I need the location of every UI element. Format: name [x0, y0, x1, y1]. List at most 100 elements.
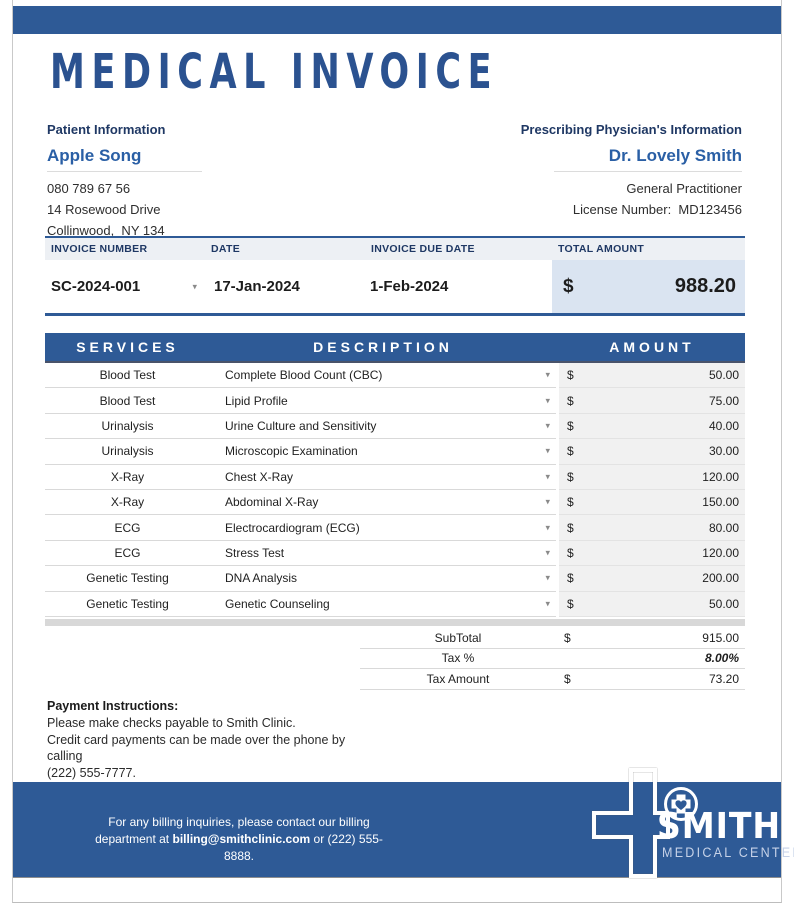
patient-address-line1: 14 Rosewood Drive	[47, 202, 161, 217]
amount-currency: $	[567, 596, 574, 611]
description-cell: Genetic Counseling ▾	[210, 592, 556, 617]
invoice-date-value: 17-Jan-2024	[214, 278, 300, 295]
smith-medical-center-logo: SMITH MEDICAL CENTER	[591, 768, 794, 878]
description-cell: Urine Culture and Sensitivity ▾	[210, 414, 556, 440]
amount-value: 75.00	[708, 393, 739, 408]
total-currency-symbol: $	[563, 275, 574, 297]
dropdown-caret-icon[interactable]: ▾	[545, 572, 550, 583]
table-row: X-Ray Abdominal X-Ray ▾ $ 150.00	[45, 489, 745, 516]
footer-line2-prefix: department at	[95, 832, 173, 846]
amount-cell: $ 150.00	[559, 489, 745, 516]
totals-section: SubTotal $ 915.00 Tax % 8.00% Tax Amount…	[360, 628, 745, 690]
table-row: ECG Stress Test ▾ $ 120.00	[45, 540, 745, 567]
amount-currency: $	[567, 545, 574, 560]
tax-percent-value: 8.00%	[704, 651, 739, 666]
service-cell: ECG	[45, 515, 210, 541]
dropdown-caret-icon[interactable]: ▾	[545, 420, 550, 431]
amount-cell: $ 30.00	[559, 439, 745, 465]
description-text: Microscopic Examination	[225, 444, 358, 459]
total-amount-cell: $ 988.20	[552, 260, 745, 313]
top-accent-bar	[13, 6, 781, 34]
tax-amount-currency: $	[564, 672, 571, 687]
invoice-meta-section: INVOICE NUMBER DATE INVOICE DUE DATE TOT…	[45, 236, 745, 316]
amount-cell: $ 200.00	[559, 566, 745, 592]
services-column-header: SERVICES	[45, 333, 210, 361]
amount-currency: $	[567, 444, 574, 459]
tax-percent-amount: 8.00%	[556, 649, 745, 669]
description-cell: Chest X-Ray ▾	[210, 465, 556, 490]
payment-instructions-heading: Payment Instructions:	[47, 699, 179, 713]
tax-percent-label: Tax %	[441, 651, 475, 666]
invoice-due-date-value: 1-Feb-2024	[370, 278, 449, 295]
invoice-meta-values-row: SC-2024-001 ▾ 17-Jan-2024 1-Feb-2024 $ 9…	[45, 260, 745, 313]
footer-contact-text: For any billing inquiries, please contac…	[83, 814, 395, 865]
dropdown-caret-icon[interactable]: ▾	[545, 395, 550, 406]
dropdown-caret-icon[interactable]: ▾	[545, 522, 550, 533]
footer-contact-line2: department at billing@smithclinic.com or…	[83, 831, 395, 865]
patient-section-label: Patient Information	[47, 122, 166, 137]
amount-value: 40.00	[708, 418, 739, 433]
page-title: MEDICAL INVOICE	[50, 44, 499, 100]
amount-value: 50.00	[708, 596, 739, 611]
description-text: Lipid Profile	[225, 393, 288, 408]
dropdown-caret-icon[interactable]: ▾	[545, 471, 550, 482]
table-row: X-Ray Chest X-Ray ▾ $ 120.00	[45, 464, 745, 490]
tax-amount-amount: $ 73.20	[556, 669, 745, 689]
service-cell: Blood Test	[45, 388, 210, 414]
service-cell: Urinalysis	[45, 414, 210, 440]
amount-value: 30.00	[708, 444, 739, 459]
amount-currency: $	[567, 571, 574, 586]
invoice-date-cell: 17-Jan-2024	[205, 260, 365, 313]
dropdown-caret-icon[interactable]: ▾	[545, 598, 550, 609]
subtotal-label: SubTotal	[434, 630, 482, 645]
description-text: Genetic Counseling	[225, 596, 330, 611]
services-table: SERVICES DESCRIPTION AMOUNT Blood Test C…	[45, 333, 745, 690]
tax-amount-value: 73.20	[708, 672, 739, 687]
table-row: Genetic Testing Genetic Counseling ▾ $ 5…	[45, 591, 745, 617]
amount-column-header: AMOUNT	[559, 333, 745, 361]
invoice-due-date-label: INVOICE DUE DATE	[371, 243, 475, 255]
payment-instructions-line2: Credit card payments can be made over th…	[47, 732, 346, 764]
description-text: Stress Test	[225, 545, 285, 560]
table-row: Blood Test Complete Blood Count (CBC) ▾ …	[45, 363, 745, 389]
patient-address-line2: Collinwood, NY 134	[47, 223, 165, 238]
amount-value: 50.00	[708, 368, 739, 383]
service-cell: Genetic Testing	[45, 566, 210, 592]
amount-value: 120.00	[702, 545, 739, 560]
description-cell: DNA Analysis ▾	[210, 566, 556, 592]
patient-info-section: Patient Information Apple Song 080 789 6…	[47, 122, 367, 241]
invoice-number-cell: SC-2024-001 ▾	[45, 260, 205, 313]
description-cell: Stress Test ▾	[210, 541, 556, 567]
description-text: Urine Culture and Sensitivity	[225, 418, 377, 433]
dropdown-caret-icon[interactable]: ▾	[545, 496, 550, 507]
dropdown-caret-icon[interactable]: ▾	[545, 369, 550, 380]
dropdown-caret-icon[interactable]: ▾	[545, 445, 550, 456]
service-cell: Urinalysis	[45, 439, 210, 465]
invoice-date-label: DATE	[211, 243, 241, 255]
invoice-total-label: TOTAL AMOUNT	[558, 243, 645, 255]
billing-email-link[interactable]: billing@smithclinic.com	[172, 832, 311, 846]
physician-section-label: Prescribing Physician's Information	[520, 122, 742, 137]
subtotal-currency: $	[564, 630, 571, 645]
amount-currency: $	[567, 495, 574, 510]
amount-currency: $	[567, 418, 574, 433]
physician-role: General Practitioner	[626, 181, 742, 196]
services-table-body: Blood Test Complete Blood Count (CBC) ▾ …	[45, 363, 745, 617]
dropdown-caret-icon[interactable]: ▾	[545, 547, 550, 558]
payment-instructions-section: Payment Instructions: Please make checks…	[47, 699, 377, 781]
amount-currency: $	[567, 469, 574, 484]
logo-subtitle-text: MEDICAL CENTER	[662, 845, 794, 860]
amount-cell: $ 40.00	[559, 413, 745, 440]
invoice-meta-header-row: INVOICE NUMBER DATE INVOICE DUE DATE TOT…	[45, 238, 745, 260]
invoice-number-value: SC-2024-001	[51, 278, 141, 295]
description-cell: Electrocardiogram (ECG) ▾	[210, 515, 556, 541]
payment-instructions-line3: (222) 555-7777.	[47, 765, 136, 780]
footer-bar: For any billing inquiries, please contac…	[13, 768, 794, 878]
description-cell: Lipid Profile ▾	[210, 388, 556, 414]
tax-percent-row: Tax % 8.00%	[360, 649, 745, 670]
description-text: Chest X-Ray	[225, 469, 294, 484]
dropdown-caret-icon[interactable]: ▾	[192, 281, 197, 291]
description-text: DNA Analysis	[225, 571, 298, 586]
invoice-due-date-cell: 1-Feb-2024	[365, 260, 552, 313]
